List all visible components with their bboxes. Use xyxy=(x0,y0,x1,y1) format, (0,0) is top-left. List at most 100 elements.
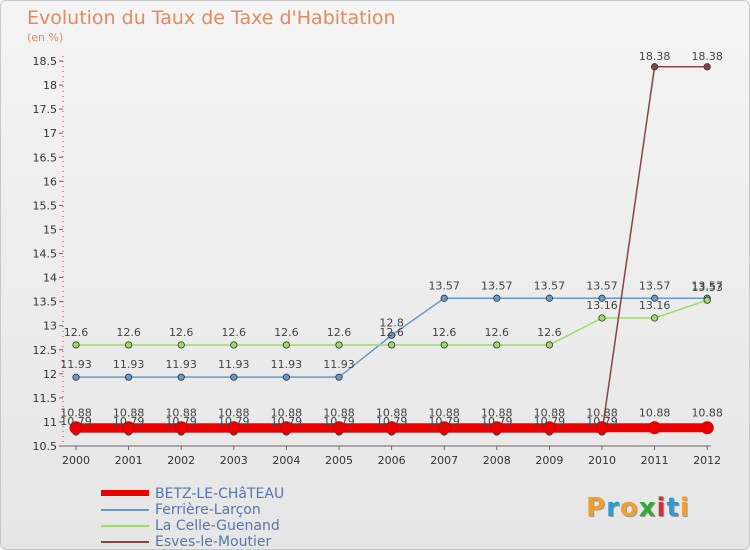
data-label: 13.16 xyxy=(586,299,618,312)
data-point xyxy=(648,421,662,435)
data-label: 11.93 xyxy=(113,358,145,371)
data-label: 10.88 xyxy=(428,407,460,420)
data-point xyxy=(230,341,238,349)
x-tick-label: 2003 xyxy=(220,454,248,467)
data-label: 10.88 xyxy=(586,407,618,420)
logo-letter: o xyxy=(619,493,639,523)
y-tick-label: 11.5 xyxy=(33,392,58,405)
data-label: 11.93 xyxy=(165,358,197,371)
x-tick-label: 2010 xyxy=(588,454,616,467)
data-point xyxy=(335,341,343,349)
data-label: 10.79 xyxy=(376,415,408,428)
y-tick-label: 16.5 xyxy=(33,151,58,164)
data-point xyxy=(490,421,504,435)
y-tick-label: 17.5 xyxy=(33,103,58,116)
data-point xyxy=(598,294,606,302)
data-point xyxy=(598,314,606,322)
y-tick-label: 11 xyxy=(43,416,57,429)
data-point xyxy=(335,373,343,381)
data-label: 13.57 xyxy=(586,279,618,292)
data-label: 10.88 xyxy=(271,407,303,420)
data-label: 13.57 xyxy=(534,279,566,292)
data-label: 12.6 xyxy=(327,326,352,339)
legend-label-ferriere: Ferrière-Larçon xyxy=(155,502,261,518)
data-point xyxy=(177,341,185,349)
data-point xyxy=(122,421,136,435)
data-point xyxy=(703,296,711,304)
data-label: 12.6 xyxy=(116,326,141,339)
data-label: 12.6 xyxy=(64,326,89,339)
chart-title: Evolution du Taux de Taxe d'Habitation xyxy=(27,7,396,29)
data-label: 11.93 xyxy=(60,358,92,371)
data-point xyxy=(650,63,659,71)
logo-letter: i xyxy=(679,493,690,523)
x-tick-label: 2012 xyxy=(693,454,721,467)
data-point xyxy=(493,294,501,302)
y-tick-label: 17 xyxy=(43,127,57,140)
data-point xyxy=(69,421,83,435)
data-label: 13.57 xyxy=(481,279,513,292)
y-tick-label: 12 xyxy=(43,368,57,381)
y-tick-label: 13.5 xyxy=(33,296,58,309)
data-point xyxy=(282,373,290,381)
data-label: 13.57 xyxy=(639,279,671,292)
data-label: 18.38 xyxy=(691,50,723,63)
data-label: 11.93 xyxy=(218,358,250,371)
axes: 10.5 11 11.5 12 12.5 13 13.5 14 14.5 15 15.5 16 16.5… xyxy=(33,55,722,467)
x-tick-label: 2007 xyxy=(430,454,458,467)
line-chart: 10.5 11 11.5 12 12.5 13 13.5 14 14.5 15 15.5 16 16.5… xyxy=(33,50,723,467)
y-tick-label: 14.5 xyxy=(33,248,58,261)
data-point xyxy=(703,63,711,71)
data-point xyxy=(545,341,554,349)
x-tick-label: 2001 xyxy=(115,454,143,467)
data-label: 10.88 xyxy=(691,407,723,420)
series-layer xyxy=(69,63,714,436)
data-label: 13.53 xyxy=(691,281,723,294)
data-label: 10.79 xyxy=(481,415,513,428)
y-tick-label: 13 xyxy=(43,320,57,333)
data-label: 10.88 xyxy=(113,407,145,420)
data-label: 10.79 xyxy=(428,415,460,428)
y-tick-label: 12.5 xyxy=(33,344,58,357)
data-point xyxy=(650,294,659,302)
x-tick-label: 2005 xyxy=(325,454,353,467)
y-tick-label: 10.5 xyxy=(33,440,58,453)
y-tick-label: 14 xyxy=(43,272,57,285)
data-label: 12.6 xyxy=(274,326,299,339)
x-tick-label: 2000 xyxy=(62,454,90,467)
data-label: 10.79 xyxy=(113,415,145,428)
data-label: 13.16 xyxy=(639,299,671,312)
data-label: 11.93 xyxy=(323,358,355,371)
data-label: 13.57 xyxy=(691,279,723,292)
logo-letter: r xyxy=(606,493,620,523)
y-tick-label: 15 xyxy=(43,223,57,236)
data-label: 12.6 xyxy=(485,326,510,339)
logo-letter: x xyxy=(638,493,657,523)
data-label: 12.6 xyxy=(379,326,404,339)
data-label: 10.88 xyxy=(323,407,355,420)
y-axis-unit: (en %) xyxy=(27,31,64,44)
data-point xyxy=(227,421,241,435)
data-label: 10.88 xyxy=(481,407,513,420)
data-label: 12.6 xyxy=(537,326,562,339)
data-label: 10.79 xyxy=(165,415,197,428)
x-tick-label: 2009 xyxy=(535,454,563,467)
data-label: 11.93 xyxy=(271,358,303,371)
y-tick-label: 16 xyxy=(43,175,57,188)
x-tick-label: 2011 xyxy=(641,454,669,467)
data-label: 10.88 xyxy=(639,407,671,420)
legend-swatch-ferriere xyxy=(101,509,149,511)
data-point xyxy=(72,373,80,381)
x-tick-label: 2006 xyxy=(378,454,406,467)
x-tick-label: 2002 xyxy=(167,454,195,467)
y-tick-label: 18.5 xyxy=(33,55,58,68)
data-label: 12.6 xyxy=(169,326,194,339)
data-label: 12.8 xyxy=(379,316,404,329)
data-label: 10.79 xyxy=(218,415,250,428)
data-point xyxy=(545,294,554,302)
data-label: 13.57 xyxy=(428,279,460,292)
data-point xyxy=(125,341,133,349)
data-label: 12.6 xyxy=(222,326,247,339)
data-label: 10.79 xyxy=(534,415,566,428)
